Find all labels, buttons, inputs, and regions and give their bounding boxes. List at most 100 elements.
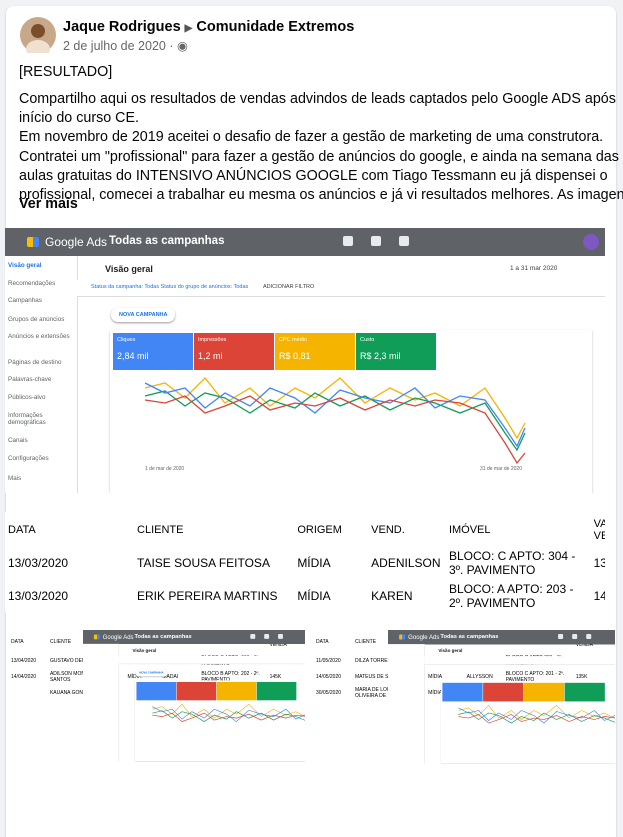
filter-text: Status da campanha: Todas Status do grup… [91, 284, 249, 290]
screenshot-image[interactable]: Google Ads Todas as campanhas Visão geral D… [313, 630, 615, 837]
trend-line [144, 390, 526, 452]
sidebar [82, 643, 120, 762]
trend-line [144, 395, 526, 465]
app-name: Google Ads [45, 235, 108, 249]
table-cell: MARIA DE LOURDES OLIVEIRA DE SOUSA [354, 687, 405, 699]
metric-card [136, 681, 177, 701]
header-cell: VALOR DA VENDA [593, 517, 605, 542]
metric-value: 2,84 mil [117, 351, 149, 361]
metric-label: Impressões [198, 337, 227, 343]
table-row: 13/03/2020 TAISE SOUSA FEITOSA MÍDIA ADENIL… [7, 547, 605, 578]
text-line: Em novembro de 2019 aceitei o desafio de… [19, 129, 604, 146]
header-cell: DATA [8, 523, 36, 536]
table-cell: BLOCO B APTO: 202 - 2º. PAVIMENTO [201, 671, 260, 683]
table-cell: 145K [593, 588, 605, 603]
header-cell: ORIGEM [297, 523, 342, 536]
metric-label: Cliques [117, 337, 136, 343]
trend-line [144, 382, 526, 448]
metric-card [216, 681, 257, 701]
trend-line [144, 377, 526, 440]
app-logo [27, 237, 39, 247]
table-cell: 30/05/2020 [316, 690, 342, 696]
page-title: Visão geral [438, 648, 463, 654]
table-cell: ADENILSON [371, 555, 441, 570]
metric-card [176, 681, 217, 701]
trend-line [458, 704, 615, 720]
author[interactable]: Jaque Rodrigues [63, 19, 181, 35]
table-cell: MÍDIA [127, 674, 142, 680]
table-cell: 14/05/2020 [316, 674, 342, 680]
text-line: profissional, comecei a trabalhar eu mes… [19, 187, 623, 204]
screenshot-image[interactable]: Google Ads Todas as campanhas Visão geral N… [8, 630, 305, 837]
table-cell: MÍDIA [428, 690, 443, 696]
toolbar-icon [250, 633, 256, 639]
metric-value: R$ 2,3 mil [360, 351, 401, 361]
table-cell: ADILSON MONTEIRO DOS SANTOS [49, 671, 113, 683]
arrow: ▶ [184, 23, 193, 34]
app-logo [399, 634, 406, 640]
metric-card: Cliques 2,84 mil [113, 333, 193, 370]
sidebar: Visão geral Recomendações Campanhas Grupos … [5, 256, 78, 493]
table-row: 14/05/2020 MATEUS DE SALES ALVES MÍDIA ALLY… [315, 670, 611, 684]
app-logo [93, 634, 100, 640]
metric-card [442, 682, 483, 702]
trend-chart [458, 704, 615, 724]
metric-label: CPC médio [279, 337, 308, 343]
header-cell: VEND. [371, 523, 405, 536]
table-cell: 11/05/2020 [316, 658, 341, 664]
app-section: Todas as campanhas [440, 633, 499, 640]
privacy-icon: ◉ [176, 39, 188, 53]
account-avatar [583, 234, 599, 250]
table-cell: MÍDIA [297, 588, 331, 603]
app-header [5, 228, 605, 256]
table-cell: MATEUS DE SALES ALVES [354, 674, 419, 680]
metric-card: CPC médio R$ 0,81 [275, 333, 355, 370]
menu-item: Anúncios e extensões [8, 333, 70, 340]
table-cell: MÍDIA [428, 674, 443, 680]
menu-item: Páginas de destino [8, 359, 62, 366]
table-cell: 14/04/2020 [11, 674, 37, 680]
table-cell: BLOCO: A APTO: 203 - 2º. PAVIMENTO [448, 581, 574, 610]
add-filter: ADICIONAR FILTRO [263, 284, 315, 290]
post-date[interactable]: 2 de julho de 2020 [63, 39, 166, 53]
table-cell: KAUANA GONÇALVES DE [49, 689, 111, 696]
trend-line [152, 703, 305, 719]
metric-card: Impressões 1,2 mi [194, 333, 274, 370]
toolbar-icon [399, 236, 409, 246]
header-cell: CLIENTE [137, 523, 184, 536]
table-image[interactable]: DATA CLIENTE ORIGEM VEND. IMÓVEL VALOR DA VEN… [5, 512, 605, 612]
header-cell: DATA [316, 639, 329, 645]
text-line: aulas gratuitas do INTENSIVO ANÚNCIOS GO… [19, 167, 608, 184]
group[interactable]: Comunidade Extremos [196, 19, 355, 35]
header-cell: IMÓVEL [448, 523, 491, 536]
app-section: Todas as campanhas [109, 235, 225, 247]
new-campaign-button: NOVA CAMPANHA [135, 669, 168, 677]
table-cell: 13/03/2020 [8, 588, 69, 603]
table-cell: TAISE SOUSA FEITOSA [137, 555, 270, 570]
new-campaign-button: NOVA CAMPANHA [111, 308, 176, 322]
menu-item: Públicos-alvo [8, 394, 46, 401]
metric-label: Custo [360, 337, 375, 343]
see-more[interactable]: Ver mais [19, 196, 78, 212]
trend-line [458, 711, 615, 724]
table-cell: MADAI [162, 674, 179, 680]
avatar[interactable] [20, 17, 56, 53]
metric-card: Custo R$ 2,3 mil [356, 333, 436, 370]
table-cell: 135K [575, 674, 588, 680]
trend-line [458, 707, 615, 724]
filter-bar [424, 656, 615, 665]
menu-item: Configurações [8, 455, 49, 462]
app-name: Google Ads [102, 633, 134, 641]
page-title: Visão geral [132, 647, 157, 653]
trend-line [152, 710, 305, 722]
toolbar-icon [343, 236, 353, 246]
screenshot-image[interactable]: Google Ads Todas as campanhas Visão geral R… [5, 228, 605, 493]
menu-item: Campanhas [8, 297, 42, 304]
table-cell [10, 686, 47, 699]
post-tag: [RESULTADO] [19, 64, 113, 80]
table-cell: 13/03/2020 [8, 555, 69, 570]
metric-card [564, 682, 605, 702]
header-cell: CLIENTE [354, 639, 377, 645]
header-row: DATA CLIENTE ORIGEM VEND. IMÓVEL VALOR DA VEN… [7, 514, 605, 545]
table-row: 13/03/2020 ERIK PEREIRA MARTINS MÍDIA KAREN… [7, 580, 605, 611]
